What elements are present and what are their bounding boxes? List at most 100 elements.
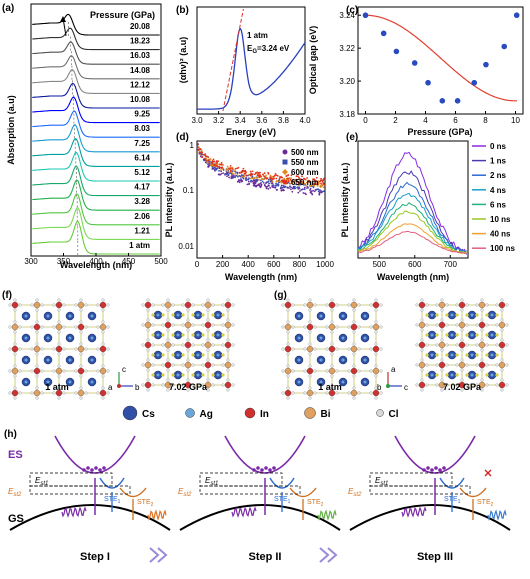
cl-atom — [308, 352, 312, 356]
d-point-0-16 — [218, 167, 221, 170]
cl-atom — [201, 303, 205, 307]
cl-atom — [231, 323, 235, 327]
cl-atom — [18, 369, 22, 373]
bi-atom — [204, 381, 212, 389]
cl-atom — [352, 352, 356, 356]
d-point-3-45 — [201, 156, 204, 158]
d-point-3-20 — [298, 176, 300, 179]
panel-d-ylabel: PL intensity (a.u.) — [164, 163, 174, 238]
cl-distorted-atom — [475, 353, 479, 357]
in-atom — [306, 323, 314, 331]
d-point-2-165 — [220, 169, 222, 171]
d-point-3-101 — [229, 165, 232, 167]
cl-atom — [352, 374, 356, 378]
in-atom — [458, 301, 466, 309]
d-point-1-51 — [262, 182, 265, 184]
e-legend-1: 1 ns — [490, 157, 507, 166]
pressure-label-10: 5.12 — [134, 168, 150, 177]
in-atom — [144, 341, 152, 349]
a-xtick-2: 400 — [89, 257, 103, 266]
cl-atom — [221, 363, 225, 367]
b-xtick-4: 3.8 — [278, 116, 290, 125]
panel-d-points — [196, 143, 326, 196]
cl-atom — [13, 308, 17, 312]
d-point-1-164 — [306, 185, 309, 188]
in-atom — [224, 301, 232, 309]
panel-e-curves — [357, 151, 468, 255]
d-point-1-98 — [215, 168, 218, 171]
c-point-10 — [513, 12, 520, 19]
cl-atom — [480, 328, 484, 332]
cl-atom — [186, 388, 190, 392]
cl-atom — [460, 348, 464, 352]
cl-atom — [161, 303, 165, 307]
cl-atom — [57, 308, 61, 312]
d-legend-2: 600 nm — [291, 168, 319, 177]
in-atom — [11, 345, 19, 353]
d-point-3-14 — [254, 172, 257, 174]
cl-atom — [166, 298, 170, 302]
cl-atom — [352, 320, 356, 324]
cl-atom — [8, 369, 12, 373]
d-point-2-139 — [310, 183, 313, 186]
cl-distorted-atom — [485, 353, 489, 357]
d-point-3-120 — [214, 164, 217, 167]
panel-a-pressure-labels: 20.08 18.23 16.03 14.08 12.12 10.08 9.25 8.03 7.… — [129, 22, 150, 250]
cl-distorted-atom — [201, 373, 205, 377]
in-atom — [438, 361, 446, 369]
d-point-2-140 — [258, 179, 260, 181]
d-point-2-145 — [304, 183, 306, 185]
d-point-2-107 — [243, 175, 246, 178]
in-atom — [99, 345, 107, 353]
d-point-3-93 — [315, 180, 317, 183]
cl-atom — [13, 320, 17, 324]
d-point-0-157 — [258, 184, 260, 187]
cl-atom — [206, 388, 210, 392]
axis-g-a: a — [391, 365, 396, 374]
pressure-label-9: 6.14 — [134, 153, 150, 162]
cl-atom — [79, 308, 83, 312]
in-atom — [164, 361, 172, 369]
cl-atom — [440, 338, 444, 342]
cl-atom — [313, 303, 317, 307]
e-xtick-1: 600 — [408, 260, 422, 269]
cl-atom — [13, 364, 17, 368]
ag-atom — [176, 353, 180, 357]
ag-atom — [363, 336, 367, 340]
ag-atom — [196, 313, 200, 317]
cl-atom — [281, 347, 285, 351]
atom-legend-in: In — [260, 409, 269, 420]
d-point-1-123 — [230, 175, 233, 178]
cl-atom — [106, 347, 110, 351]
cl-distorted-atom — [221, 333, 225, 337]
d-point-1-78 — [282, 184, 285, 187]
cl-atom — [425, 303, 429, 307]
bi-atom — [55, 323, 63, 331]
cl-atom — [420, 308, 424, 312]
cl-atom — [286, 320, 290, 324]
cl-atom — [415, 363, 419, 367]
d-point-1-135 — [222, 169, 225, 171]
cl-atom — [291, 391, 295, 395]
electron — [90, 468, 94, 472]
ag-atom — [470, 313, 474, 317]
bi-atom — [144, 361, 152, 369]
pl-curve-5 — [357, 210, 467, 255]
a-xtick-0: 300 — [24, 257, 38, 266]
cl-atom — [357, 303, 361, 307]
cl-atom — [166, 348, 170, 352]
bi-atom — [164, 381, 172, 389]
photon-in — [231, 506, 257, 518]
cl-atom — [35, 298, 39, 302]
d-point-3-48 — [228, 167, 230, 170]
absorption-curve-13 — [32, 193, 160, 226]
ag-atom — [46, 358, 50, 362]
cl-atom — [420, 328, 424, 332]
cl-atom — [161, 343, 165, 347]
d-point-0-35 — [291, 190, 294, 193]
d-point-3-71 — [312, 183, 315, 185]
gs-curve — [9, 504, 171, 531]
d-point-0-169 — [303, 186, 306, 189]
cl-atom — [96, 369, 100, 373]
cl-atom — [455, 363, 459, 367]
